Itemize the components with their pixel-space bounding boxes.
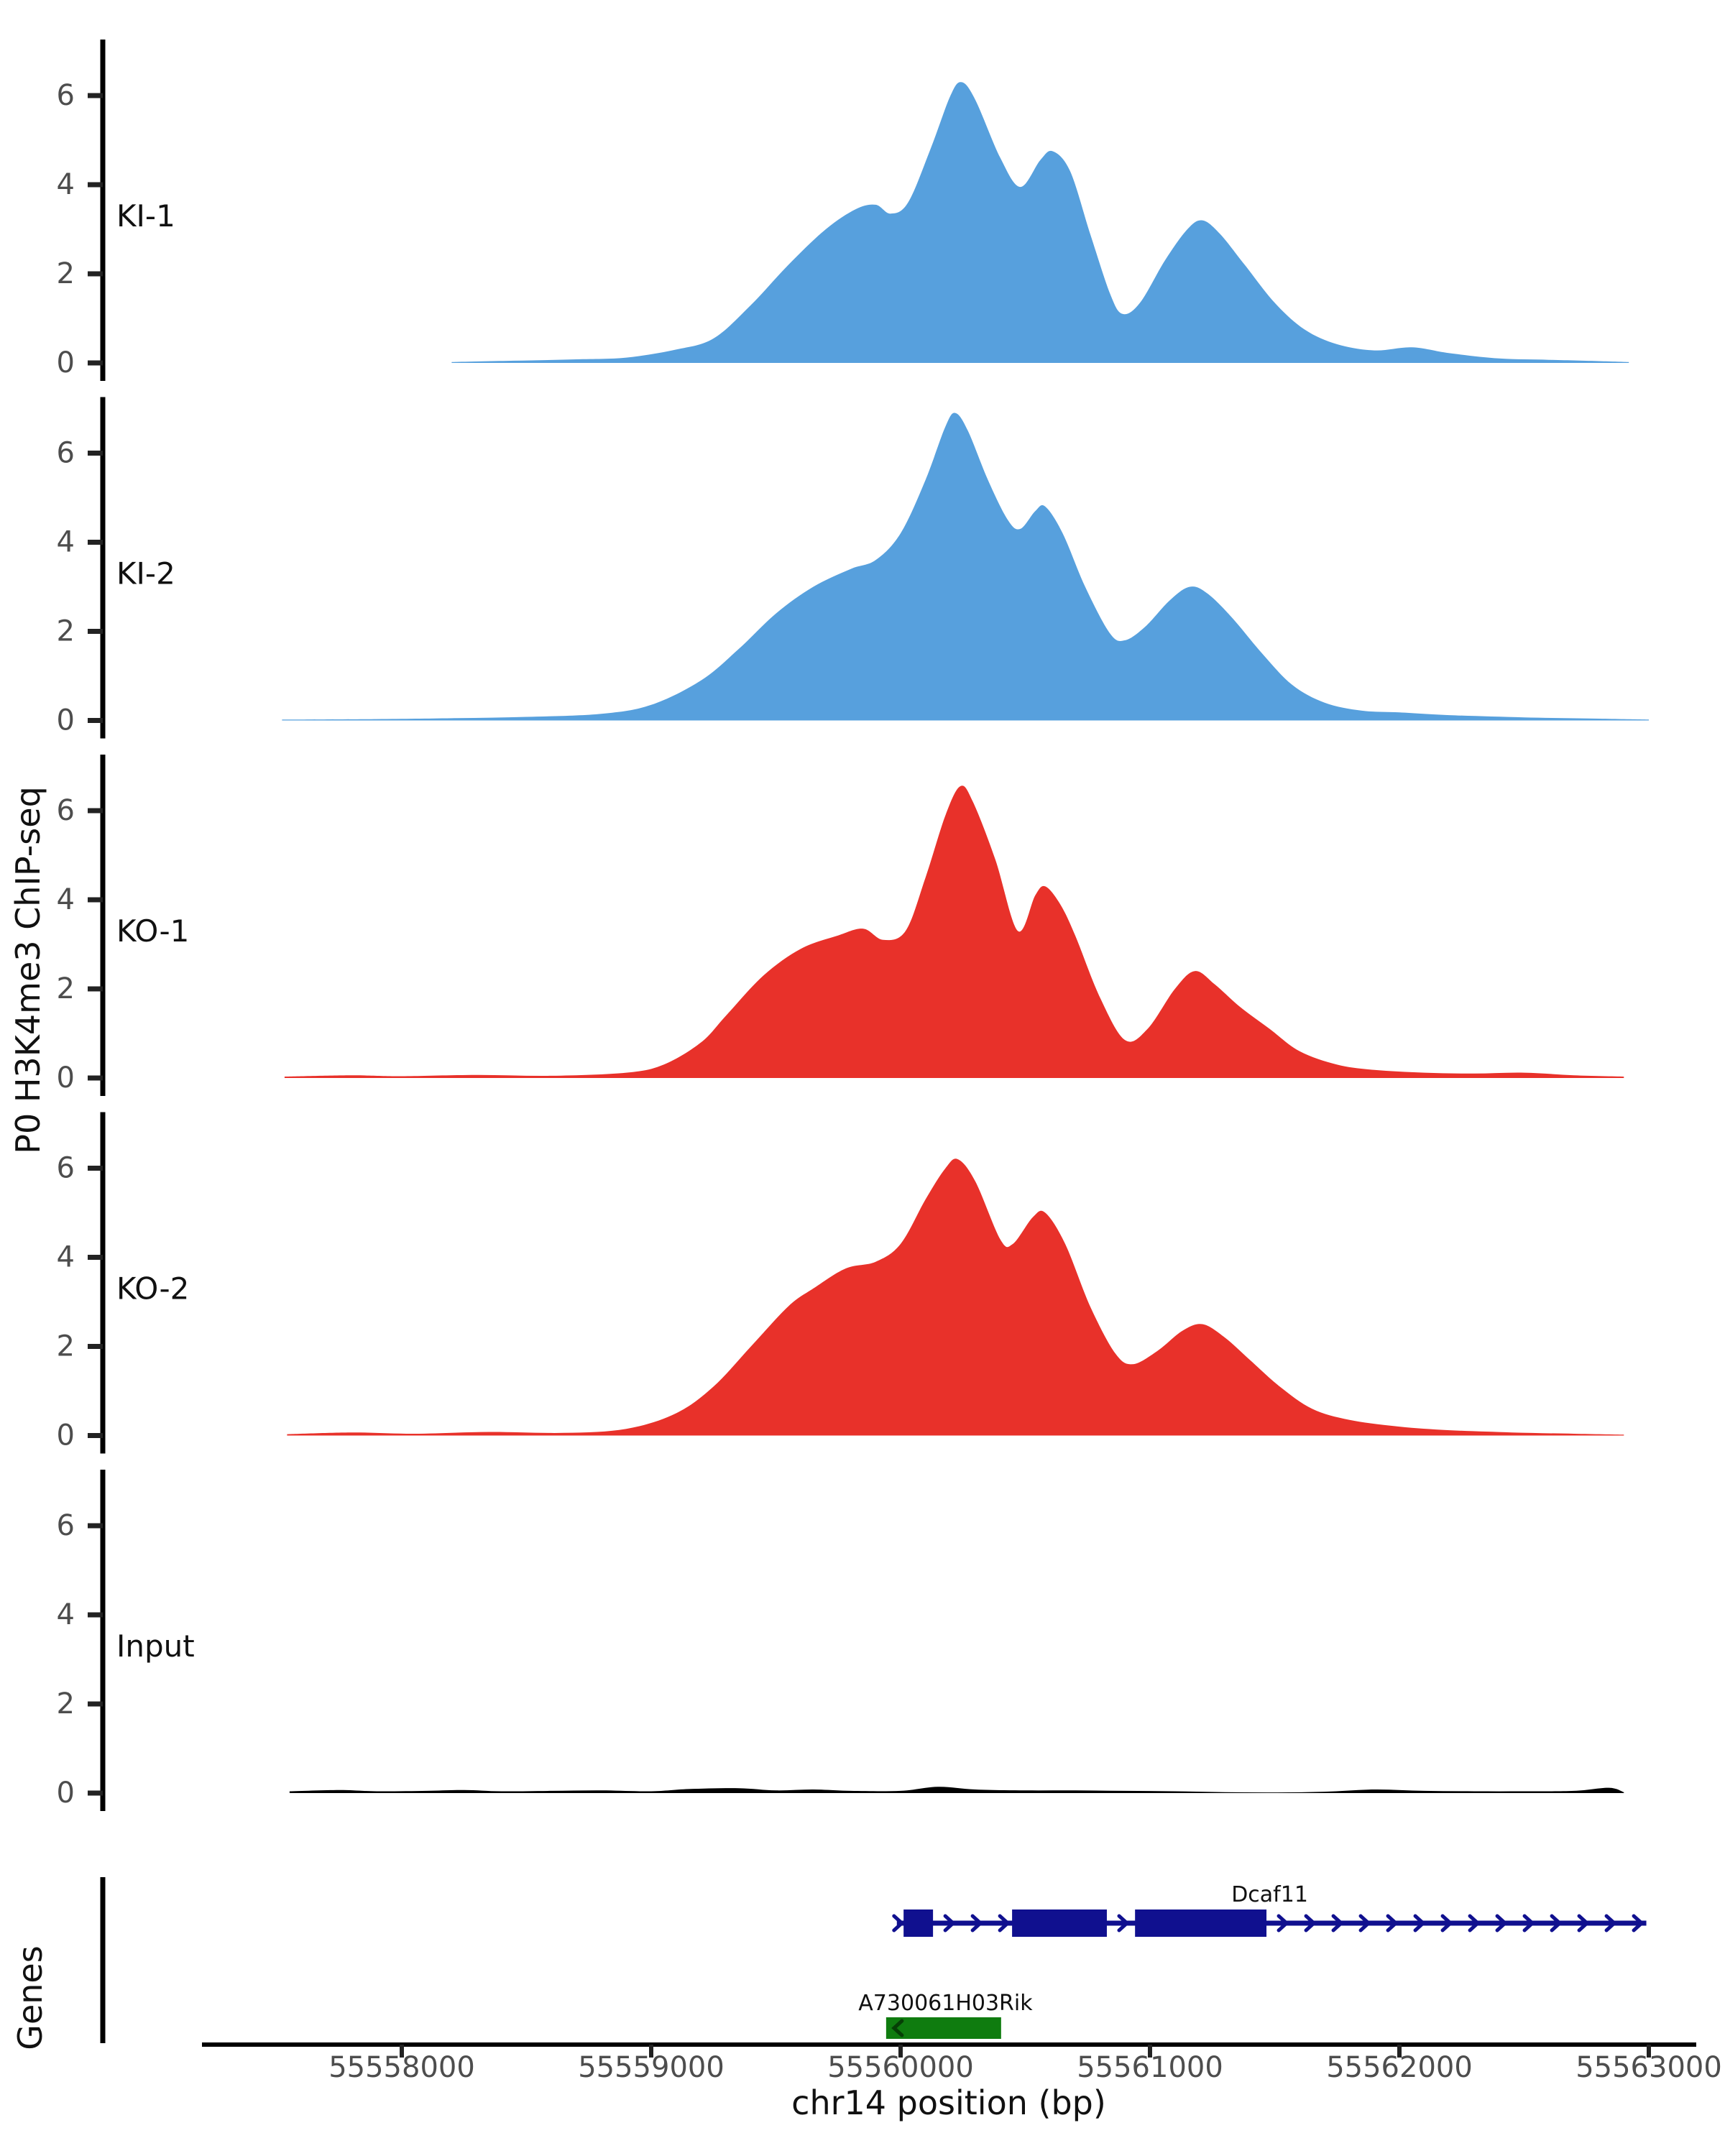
track-label: Input xyxy=(116,1628,195,1664)
coverage-area-KO-1 xyxy=(285,786,1624,1078)
x-axis-layer: 55558000 55559000 55560000 55561000 55562000… xyxy=(202,2045,1722,2084)
y-tick-label: 2 xyxy=(57,257,75,290)
x-tick-label: 55559000 xyxy=(578,2051,724,2084)
y-tick-label: 6 xyxy=(57,1509,75,1542)
x-tick-label: 55558000 xyxy=(328,2051,475,2084)
chipseq-genome-browser-figure: 0 2 4 6 KI-1 0 2 4 6 KI-2 0 2 4 6 KO-1 0 2 4 6 KO-2 0 2 4 6 Inpu… xyxy=(0,0,1725,2156)
y-tick-label: 6 xyxy=(57,1152,75,1185)
track-KO-1: 0 2 4 6 KO-1 xyxy=(57,755,1624,1096)
exon-box xyxy=(903,1909,933,1937)
x-tick-label: 55562000 xyxy=(1326,2051,1473,2084)
track-label: KI-1 xyxy=(116,198,175,234)
y-tick-label: 0 xyxy=(57,1419,75,1452)
coverage-tracks-layer: 0 2 4 6 KI-1 0 2 4 6 KI-2 0 2 4 6 KO-1 0 2 4 6 KO-2 0 2 4 6 Inpu… xyxy=(57,40,1649,1811)
gene-Dcaf11: Dcaf11 xyxy=(894,1882,1647,1937)
x-tick-label: 55563000 xyxy=(1576,2051,1722,2084)
y-tick-label: 2 xyxy=(57,1330,75,1363)
track-label: KI-2 xyxy=(116,556,175,591)
coverage-area-KO-2 xyxy=(287,1158,1624,1435)
track-Input: 0 2 4 6 Input xyxy=(57,1470,1624,1811)
genes-panel-layer: Dcaf11 A730061H03Rik xyxy=(103,1877,1647,2043)
x-axis-title: chr14 position (bp) xyxy=(791,2083,1106,2122)
y-tick-label: 2 xyxy=(57,615,75,648)
y-axis-title: P0 H3K4me3 ChIP-seq xyxy=(9,786,47,1154)
y-tick-label: 0 xyxy=(57,1061,75,1095)
gene-label: A730061H03Rik xyxy=(858,1991,1033,2016)
track-KI-2: 0 2 4 6 KI-2 xyxy=(57,397,1649,739)
y-tick-label: 4 xyxy=(57,1598,75,1631)
gene-label: Dcaf11 xyxy=(1231,1882,1308,1907)
coverage-area-KI-2 xyxy=(282,413,1649,721)
track-label: KO-1 xyxy=(116,913,189,949)
exon-box xyxy=(1135,1909,1266,1937)
y-tick-label: 0 xyxy=(57,704,75,737)
track-label: KO-2 xyxy=(116,1271,189,1306)
coverage-area-KI-1 xyxy=(451,82,1629,363)
y-tick-label: 4 xyxy=(57,883,75,916)
y-tick-label: 6 xyxy=(57,79,75,112)
x-tick-label: 55561000 xyxy=(1077,2051,1223,2084)
x-tick-label: 55560000 xyxy=(827,2051,974,2084)
y-tick-label: 0 xyxy=(57,1777,75,1810)
figure-root: 0 2 4 6 KI-1 0 2 4 6 KI-2 0 2 4 6 KO-1 0 2 4 6 KO-2 0 2 4 6 Inpu… xyxy=(0,0,1725,2156)
coverage-area-Input xyxy=(290,1787,1624,1793)
y-tick-label: 2 xyxy=(57,972,75,1005)
y-tick-label: 6 xyxy=(57,437,75,470)
y-tick-label: 4 xyxy=(57,168,75,201)
track-KO-2: 0 2 4 6 KO-2 xyxy=(57,1112,1624,1454)
y-tick-label: 4 xyxy=(57,1241,75,1274)
y-tick-label: 0 xyxy=(57,346,75,379)
y-tick-label: 2 xyxy=(57,1687,75,1720)
exon-box xyxy=(1012,1909,1107,1937)
gene-A730061H03Rik: A730061H03Rik xyxy=(858,1991,1033,2039)
genes-axis-title: Genes xyxy=(11,1945,50,2050)
track-KI-1: 0 2 4 6 KI-1 xyxy=(57,40,1629,381)
y-tick-label: 6 xyxy=(57,794,75,827)
y-tick-label: 4 xyxy=(57,526,75,559)
